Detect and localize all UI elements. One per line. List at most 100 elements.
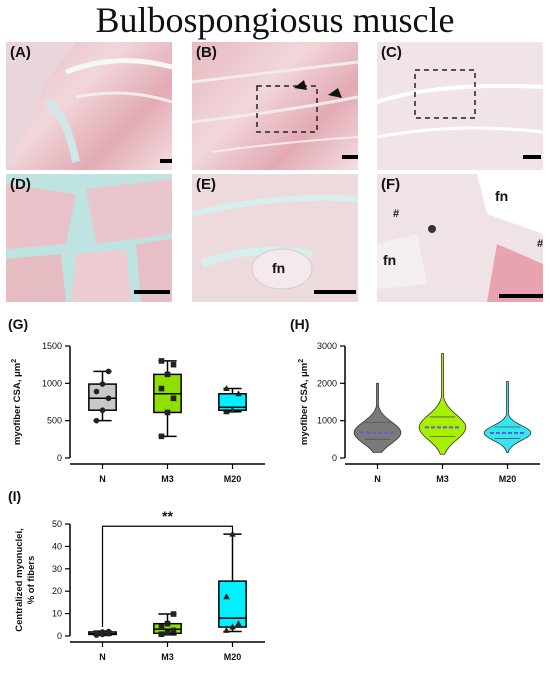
data-point — [223, 626, 230, 633]
tissue-texture-f — [377, 174, 543, 302]
y-axis-label-line2: % of fibers — [26, 556, 37, 605]
y-axis-label-line1: Centralized myonuclei, — [14, 528, 25, 631]
x-tick-label: M20 — [224, 652, 242, 662]
panel-label-f: (F) — [381, 176, 401, 193]
scale-bar — [314, 290, 356, 294]
hash-marker: # — [393, 208, 400, 220]
y-tick-label: 40 — [52, 541, 62, 551]
panel-label-b: (B) — [196, 44, 217, 61]
data-point — [105, 368, 112, 375]
y-tick-label: 10 — [52, 609, 62, 619]
data-point — [105, 628, 112, 635]
fn-label: fn — [272, 260, 286, 276]
box — [218, 580, 247, 628]
x-tick-label: M3 — [161, 652, 174, 662]
tissue-texture-b — [192, 60, 358, 153]
chart-label-g: (G) — [8, 316, 29, 332]
y-axis-label-text: myofiber CSA, μm — [12, 363, 23, 445]
data-point — [158, 385, 165, 392]
figure-title: Bulbospongiosus muscle — [95, 0, 455, 40]
hash-marker: # — [537, 238, 543, 250]
chart-h: 0 1000 2000 3000 N M3 M20 myofiber CSA, μm2 — [298, 341, 540, 484]
data-point — [99, 629, 106, 635]
y-axis-label: myofiber CSA, μm2 — [298, 359, 310, 445]
micrograph-a: (A) — [6, 42, 172, 170]
data-point — [164, 629, 171, 636]
tissue-texture-a — [6, 42, 172, 170]
y-tick-label: 0 — [332, 453, 337, 463]
y-axis-label-text: myofiber CSA, μm — [299, 363, 310, 445]
data-point — [229, 406, 236, 413]
box — [88, 383, 117, 411]
data-point — [99, 407, 106, 414]
y-tick-label: 0 — [57, 453, 62, 463]
panel-label-e: (E) — [196, 176, 216, 193]
tissue-texture-c — [377, 42, 543, 170]
x-tick-label: M3 — [436, 474, 449, 484]
data-point — [235, 390, 242, 397]
y-tick-label: 2000 — [317, 378, 337, 388]
violin-body — [418, 353, 467, 455]
x-tick-label: M20 — [499, 474, 517, 484]
chart-i: 0 10 20 30 40 50 N M3 M20 Centralized myonuclei,%… — [14, 508, 265, 662]
data-point — [93, 630, 100, 637]
violin-body — [483, 381, 532, 453]
data-point — [99, 381, 106, 387]
data-point — [229, 623, 236, 630]
panel-label-a: (A) — [10, 44, 31, 61]
data-point — [170, 395, 177, 402]
x-tick-label: M20 — [224, 474, 242, 484]
micrograph-c: (C) — [377, 42, 543, 170]
scale-bar — [499, 294, 543, 298]
chart-g: 0 500 1000 1500 N M3 M20 myofiber CSA, μm2 — [11, 341, 265, 484]
data-point — [164, 371, 171, 378]
tissue-texture-e — [192, 174, 358, 302]
violin-body — [353, 382, 402, 453]
data-point — [158, 624, 165, 630]
data-point — [170, 361, 177, 368]
y-tick-label: 0 — [57, 631, 62, 641]
x-tick-label: N — [99, 652, 106, 662]
x-tick-label: N — [99, 474, 106, 484]
micrograph-b: (B) — [192, 42, 358, 170]
x-tick-label: M3 — [161, 474, 174, 484]
micrograph-f: (F) fn fn # # — [377, 174, 543, 302]
data-point — [223, 593, 230, 600]
panel-label-c: (C) — [381, 44, 402, 61]
data-point — [93, 388, 100, 395]
micrograph-e: (E) fn — [192, 174, 358, 302]
y-tick-label: 500 — [47, 416, 62, 426]
data-point — [170, 611, 177, 617]
significance-bracket — [101, 525, 234, 628]
y-tick-label: 30 — [52, 564, 62, 574]
y-axis-label-superscript: 2 — [298, 359, 305, 363]
data-point — [223, 408, 230, 415]
y-tick-label: 20 — [52, 586, 62, 596]
data-point — [105, 395, 112, 402]
data-point — [235, 620, 242, 627]
significance-label: ** — [162, 508, 173, 524]
y-tick-label: 3000 — [317, 341, 337, 351]
y-axis-label-superscript: 2 — [11, 359, 18, 363]
scale-bar — [160, 159, 172, 163]
data-point — [158, 631, 165, 638]
panel-label-d: (D) — [10, 176, 31, 193]
data-point — [158, 358, 165, 364]
chart-label-i: (I) — [8, 488, 22, 504]
chart-label-h: (H) — [290, 316, 310, 332]
scale-bar — [342, 155, 358, 159]
fn-label: fn — [383, 252, 397, 268]
data-point — [229, 530, 236, 537]
scale-bar — [134, 290, 170, 294]
micrograph-d: (D) — [6, 174, 172, 302]
data-point — [223, 385, 230, 392]
y-tick-label: 1500 — [42, 341, 62, 351]
x-tick-label: N — [374, 474, 381, 484]
y-axis-label: myofiber CSA, μm2 — [11, 359, 23, 445]
data-point — [164, 409, 171, 416]
data-point — [93, 417, 100, 424]
y-tick-label: 1000 — [317, 416, 337, 426]
fn-label: fn — [495, 188, 509, 204]
data-point — [158, 433, 165, 440]
scale-bar — [523, 155, 541, 159]
